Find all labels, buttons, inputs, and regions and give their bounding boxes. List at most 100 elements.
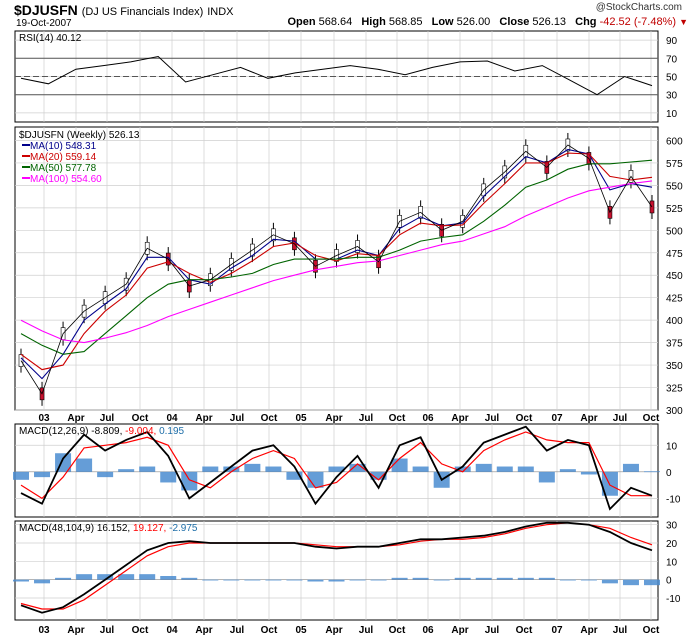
x-tick-label: Oct — [261, 413, 278, 424]
rsi-line — [20, 55, 653, 96]
price-tick-label: 300 — [666, 406, 683, 417]
rsi-label: RSI(14) 40.12 — [19, 33, 82, 44]
macd-histogram-bar — [496, 466, 513, 472]
macd-histogram-bar — [139, 466, 156, 472]
symbol-line: $DJUSFN (DJ US Financials Index) INDX — [14, 2, 234, 18]
open-value: 568.64 — [318, 16, 353, 28]
close-label: Close — [499, 16, 530, 28]
legend-swatch — [22, 166, 30, 168]
macd-line — [20, 425, 653, 511]
price-tick-label: 525 — [666, 204, 683, 215]
macd-histogram-bar — [349, 463, 366, 472]
symbol-name: (DJ US Financials Index) — [81, 6, 204, 18]
macd-histogram-bar — [202, 579, 219, 581]
macd-histogram-bar — [349, 579, 366, 581]
rsi-tick-label: 90 — [666, 36, 678, 47]
macd-tick-label: -10 — [666, 494, 681, 505]
x-tick-label-bottom: Jul — [613, 625, 628, 636]
macd-histogram-bar — [328, 579, 345, 582]
macd-histogram-bar — [517, 466, 534, 472]
x-tick-label-bottom: Oct — [516, 625, 533, 636]
legend-swatch — [22, 144, 30, 146]
x-tick-label-bottom: Apr — [451, 625, 468, 636]
macd-label-part: 19.127, — [133, 523, 169, 534]
down-triangle-icon: ▼ — [679, 17, 688, 27]
price-tick-label: 600 — [666, 136, 683, 147]
x-tick-label-bottom: 03 — [38, 625, 50, 636]
x-tick-label-bottom: Apr — [580, 625, 597, 636]
legend-label: MA(100) 554.60 — [30, 174, 102, 185]
macd-histogram-bar — [454, 466, 471, 472]
ma-line-MA(50) — [20, 159, 653, 355]
macd-histogram-bar — [517, 577, 534, 580]
macd-histogram-bar — [307, 471, 324, 488]
chart-header: $DJUSFN (DJ US Financials Index) INDX 19… — [0, 0, 700, 30]
x-tick-label: 03 — [38, 413, 50, 424]
price-tick-label: 425 — [666, 294, 683, 305]
macd-histogram-bar — [160, 576, 177, 580]
macd-histogram-bar — [223, 579, 240, 581]
x-tick-label: Oct — [643, 413, 660, 424]
x-tick-label: Apr — [195, 413, 212, 424]
x-tick-label: Jul — [230, 413, 245, 424]
macd-label-part: -8.809, — [91, 426, 125, 437]
x-tick-label: Apr — [451, 413, 468, 424]
x-tick-label: Oct — [132, 413, 149, 424]
macd-histogram-bar — [580, 579, 597, 581]
macd-tick-label: -10 — [666, 594, 681, 605]
legend-label: MA(10) 548.31 — [30, 141, 97, 152]
x-tick-label-bottom: 06 — [422, 625, 434, 636]
macd-histogram-bar — [265, 579, 282, 581]
legend-label: MA(20) 559.14 — [30, 152, 97, 163]
x-tick-label: Apr — [325, 413, 342, 424]
rsi-tick-label: 50 — [666, 73, 678, 84]
x-tick-label: Oct — [516, 413, 533, 424]
macd-histogram-bar — [265, 466, 282, 472]
x-tick-label: 06 — [422, 413, 434, 424]
x-tick-label-bottom: Jul — [230, 625, 245, 636]
macd-signal-line — [20, 522, 653, 610]
price-tick-label: 400 — [666, 316, 683, 327]
macd-histogram-bar — [118, 469, 135, 472]
x-tick-label-bottom: Oct — [132, 625, 149, 636]
x-tick-label-bottom: Oct — [643, 625, 660, 636]
macd-histogram-bar — [622, 579, 639, 586]
chg-label: Chg — [575, 16, 597, 28]
ma-line-MA(100) — [20, 180, 653, 344]
x-tick-label-bottom: 07 — [551, 625, 563, 636]
price-tick-label: 475 — [666, 249, 683, 260]
macd-histogram-bar — [644, 471, 660, 473]
macd-signal-line — [20, 431, 652, 500]
x-tick-label: Apr — [580, 413, 597, 424]
macd-histogram-bar — [13, 579, 29, 582]
macd-histogram-bar — [244, 579, 261, 581]
macd-histogram-bar — [34, 471, 51, 478]
price-label: $DJUSFN (Weekly) 526.13 — [19, 130, 140, 141]
macd-histogram-bar — [475, 577, 492, 580]
quote-line: Open 568.64 High 568.85 Low 526.00 Close… — [281, 16, 688, 28]
chg-value: -42.52 (-7.48%) — [599, 16, 677, 28]
macd-histogram-bar — [286, 471, 303, 480]
symbol: $DJUSFN — [14, 2, 78, 18]
x-tick-label: Jul — [359, 413, 374, 424]
x-tick-label-bottom: Jul — [100, 625, 115, 636]
x-tick-label-bottom: Apr — [67, 625, 84, 636]
x-tick-label: Jul — [613, 413, 628, 424]
macd-histogram-bar — [475, 463, 492, 472]
x-tick-label: Jul — [100, 413, 115, 424]
x-tick-label: Apr — [67, 413, 84, 424]
macd-tick-label: 0 — [666, 576, 672, 587]
macd-histogram-bar — [97, 471, 114, 478]
macd-histogram-bar — [496, 577, 513, 580]
macd-tick-label: 10 — [666, 441, 678, 452]
macd-histogram-bar — [13, 471, 29, 480]
macd-label-part: -9.004, — [125, 426, 159, 437]
brand-watermark[interactable]: @StockCharts.com — [595, 2, 682, 13]
macd-histogram-bar — [559, 579, 576, 581]
high-value: 568.85 — [388, 16, 423, 28]
price-line — [20, 144, 653, 395]
x-tick-label-bottom: Oct — [389, 625, 406, 636]
macd-label-part: 0.195 — [159, 426, 184, 437]
macd-label: MACD(12,26,9) -8.809, -9.004, 0.195 — [19, 426, 185, 437]
panel-frame-3 — [14, 520, 659, 621]
